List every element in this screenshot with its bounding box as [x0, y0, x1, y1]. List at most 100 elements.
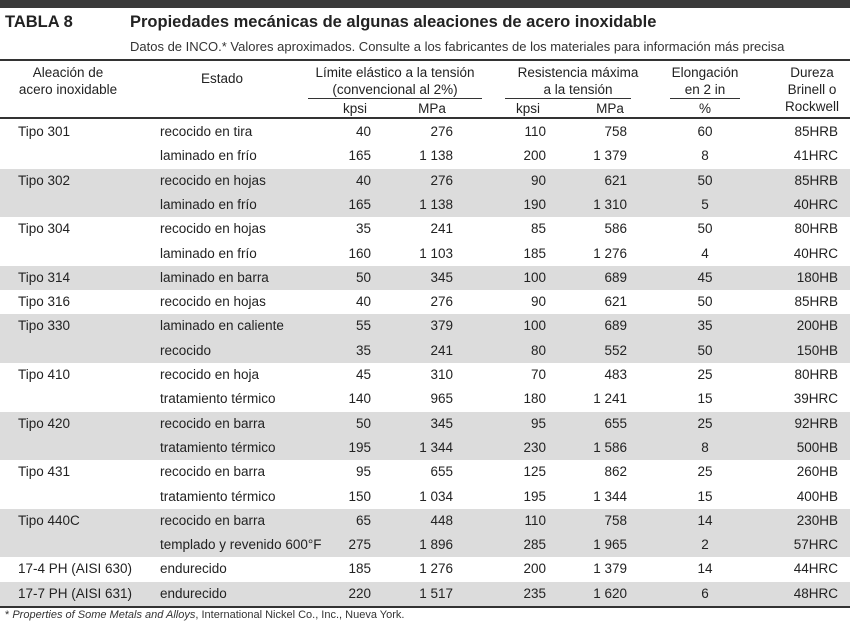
header-alloy-line2: acero inoxidable: [18, 82, 118, 97]
cell-sy-mpa: 1 276: [419, 561, 453, 577]
footnote-source-title: Properties of Some Metals and Alloys: [12, 609, 196, 621]
cell-su-mpa: 862: [604, 464, 627, 480]
cell-sy-mpa: 379: [430, 318, 453, 334]
cell-hard: 150HB: [796, 342, 838, 358]
cell-hard: 230HB: [796, 512, 838, 528]
cell-state: laminado en frío: [160, 148, 257, 164]
cell-elong: 60: [697, 124, 713, 139]
cell-sy-kpsi: 45: [355, 367, 371, 382]
cell-sy-kpsi: 40: [355, 124, 371, 139]
cell-elong: 5: [701, 196, 709, 212]
table-title: Propiedades mecánicas de algunas aleacio…: [130, 13, 657, 31]
cell-elong: 50: [697, 172, 713, 188]
cell-state: recocido en hojas: [160, 221, 266, 237]
cell-sy-kpsi: 195: [348, 439, 371, 455]
header-hardness-line2: Brinell o: [787, 82, 837, 97]
cell-su-kpsi: 235: [523, 585, 546, 601]
cell-hard: 200HB: [796, 318, 838, 334]
cell-state: tratamiento térmico: [160, 391, 276, 407]
elongation-underline: [670, 98, 740, 99]
cell-alloy: Tipo 420: [18, 415, 71, 431]
header-state: Estado: [200, 71, 244, 86]
cell-hard: 40HRC: [793, 196, 838, 212]
cell-hard: 85HRB: [794, 124, 838, 139]
table-row: tratamiento térmico 150 1 034 195 1 344 15 400…: [0, 485, 850, 509]
cell-sy-kpsi: 55: [355, 318, 371, 334]
cell-state: recocido en barra: [160, 464, 266, 480]
header-elongation-unit: %: [698, 101, 712, 116]
header-ultimate-mpa: MPa: [596, 101, 624, 116]
table-row: Tipo 301 recocido en tira 40 276 110 758 60 85H…: [0, 120, 850, 144]
cell-alloy: Tipo 302: [18, 172, 71, 188]
table-row: Tipo 440C recocido en barra 65 448 110 758 14 2…: [0, 508, 850, 534]
cell-state: tratamiento térmico: [160, 439, 276, 455]
cell-sy-kpsi: 165: [348, 196, 371, 212]
cell-sy-mpa: 655: [430, 464, 453, 480]
yield-underline: [308, 98, 482, 99]
cell-sy-mpa: 241: [430, 342, 453, 358]
cell-su-kpsi: 110: [524, 124, 546, 139]
footnote-marker: *: [5, 609, 13, 621]
cell-elong: 4: [701, 245, 709, 261]
cell-su-mpa: 1 620: [593, 585, 627, 601]
cell-su-mpa: 758: [604, 512, 627, 528]
cell-su-mpa: 1 379: [593, 148, 627, 164]
cell-su-kpsi: 230: [523, 439, 546, 455]
cell-sy-mpa: 965: [430, 391, 453, 407]
cell-elong: 15: [697, 488, 713, 504]
cell-su-kpsi: 100: [523, 269, 546, 285]
cell-state: templado y revenido 600°F: [160, 537, 322, 553]
cell-su-mpa: 758: [604, 124, 627, 139]
cell-hard: 40HRC: [793, 245, 838, 261]
cell-alloy: Tipo 301: [18, 124, 71, 139]
cell-su-kpsi: 100: [523, 318, 546, 334]
header-ultimate-kpsi: kpsi: [515, 101, 541, 116]
cell-hard: 85HRB: [794, 294, 838, 310]
cell-sy-kpsi: 40: [355, 172, 371, 188]
header-yield-kpsi: kpsi: [342, 101, 368, 116]
cell-su-kpsi: 180: [523, 391, 546, 407]
cell-state: laminado en frío: [160, 245, 257, 261]
table-row: laminado en frío 165 1 138 200 1 379 8 41HRC: [0, 144, 850, 168]
header-ultimate-line2: a la tensión: [543, 82, 613, 97]
cell-alloy: Tipo 431: [18, 464, 71, 480]
cell-sy-mpa: 1 034: [419, 488, 453, 504]
cell-sy-kpsi: 95: [355, 464, 371, 480]
table-subtitle: Datos de INCO.* Valores aproximados. Con…: [130, 39, 785, 54]
cell-su-kpsi: 70: [530, 367, 546, 382]
cell-state: recocido en hojas: [160, 294, 266, 310]
cell-su-mpa: 1 344: [593, 488, 627, 504]
table-row: Tipo 410 recocido en hoja 45 310 70 483 25 80HR…: [0, 363, 850, 387]
header-alloy: Aleación de acero inoxidable: [19, 64, 117, 98]
cell-hard: 92HRB: [794, 415, 838, 431]
cell-su-mpa: 586: [604, 221, 627, 237]
table-row: Tipo 316 recocido en hojas 40 276 90 621 50 85H…: [0, 290, 850, 314]
cell-su-kpsi: 200: [523, 148, 546, 164]
header-yield-line1: Límite elástico a la tensión: [315, 65, 475, 80]
header-hardness: Dureza Brinell o Rockwell: [785, 64, 839, 115]
cell-state: recocido en hojas: [160, 172, 266, 188]
cell-hard: 39HRC: [793, 391, 838, 407]
cell-elong: 2: [701, 537, 709, 553]
cell-state: laminado en caliente: [160, 318, 284, 334]
cell-sy-mpa: 1 103: [419, 245, 453, 261]
cell-sy-mpa: 1 344: [419, 439, 453, 455]
cell-su-mpa: 621: [604, 172, 627, 188]
cell-state: endurecido: [160, 561, 227, 577]
cell-sy-mpa: 276: [430, 294, 453, 310]
cell-sy-kpsi: 50: [355, 269, 371, 285]
cell-su-mpa: 1 965: [593, 537, 627, 553]
cell-sy-kpsi: 50: [355, 415, 371, 431]
cell-su-kpsi: 95: [530, 415, 546, 431]
header-ultimate: Resistencia máxima a la tensión: [518, 64, 639, 98]
cell-sy-mpa: 276: [430, 172, 453, 188]
table-row: Tipo 420 recocido en barra 50 345 95 655 25 92H…: [0, 411, 850, 436]
cell-elong: 35: [697, 318, 713, 334]
cell-sy-mpa: 345: [430, 415, 453, 431]
cell-elong: 8: [701, 148, 709, 164]
header-yield-mpa: MPa: [418, 101, 446, 116]
cell-sy-mpa: 1 517: [419, 585, 453, 601]
cell-state: recocido: [160, 342, 212, 358]
cell-sy-kpsi: 35: [355, 342, 371, 358]
header-top-rule: [0, 59, 850, 61]
